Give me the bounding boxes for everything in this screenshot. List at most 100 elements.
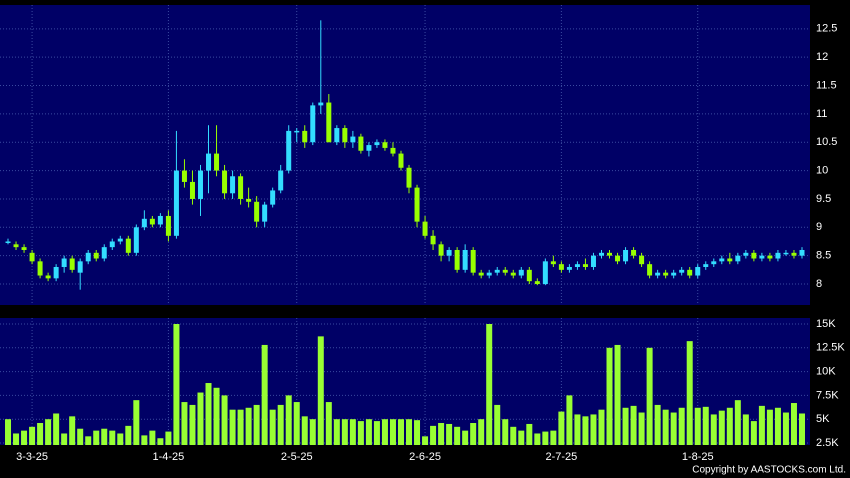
candle-body (165, 215, 171, 236)
volume-bar (325, 402, 332, 445)
candle-body (631, 249, 637, 256)
candle-body (93, 252, 99, 259)
volume-bar (638, 412, 645, 445)
x-tick-label: 2-7-25 (545, 451, 577, 463)
price-panel (0, 5, 810, 305)
volume-bar (750, 421, 757, 445)
candle-body (775, 252, 781, 259)
candle-body (799, 249, 805, 256)
candle-body (310, 105, 316, 143)
volume-bar (406, 419, 413, 445)
candle-body (230, 176, 236, 194)
volume-bar (494, 404, 501, 445)
volume-bar (574, 414, 581, 445)
volume-bar (133, 400, 140, 445)
volume-bar (117, 433, 124, 445)
volume-bar (646, 347, 653, 445)
candle-body (141, 218, 147, 228)
candle-body (711, 261, 717, 265)
volume-tick-label: 2.5K (816, 437, 839, 449)
candle-body (582, 264, 588, 268)
volume-bar (510, 426, 517, 445)
candle-body (751, 252, 757, 259)
volume-bar (317, 336, 324, 445)
candle-body (262, 204, 268, 222)
candle-body (518, 269, 524, 276)
candle-body (45, 275, 51, 279)
candle-body (326, 102, 332, 143)
candle-body (214, 153, 220, 171)
candle-body (358, 136, 364, 151)
candle-body (703, 264, 709, 268)
volume-bar (454, 426, 461, 445)
y-tick-label: 12 (816, 51, 828, 63)
volume-bar (389, 419, 396, 445)
volume-bar (85, 436, 92, 445)
volume-tick-label: 12.5K (816, 342, 845, 354)
volume-tick-label: 5K (816, 413, 830, 425)
volume-bar (109, 430, 116, 445)
volume-bar (462, 430, 469, 445)
volume-bar (422, 436, 429, 445)
candle-body (206, 153, 212, 171)
candle-body (77, 261, 83, 273)
volume-bar (542, 431, 549, 445)
volume-bar (149, 430, 156, 445)
volume-bar (173, 323, 180, 445)
volume-bar (293, 402, 300, 445)
volume-bar (478, 419, 485, 445)
candle-body (350, 136, 356, 143)
candle-body (735, 255, 741, 262)
candle-body (278, 170, 284, 191)
volume-bar (694, 407, 701, 445)
volume-bar (446, 423, 453, 445)
volume-bar (69, 416, 76, 445)
volume-bar (606, 347, 613, 445)
volume-bar (189, 404, 196, 445)
volume-bar (77, 428, 84, 445)
volume-bar (141, 435, 148, 445)
y-tick-label: 9.5 (816, 193, 831, 205)
volume-bar (333, 419, 340, 445)
volume-bar (357, 421, 364, 445)
volume-bar (157, 438, 164, 445)
candle-body (462, 249, 468, 270)
volume-bar (277, 404, 284, 445)
candle-body (719, 258, 725, 262)
x-tick-label: 2-5-25 (281, 451, 313, 463)
candle-body (422, 221, 428, 236)
candle-body (446, 249, 452, 256)
candle-body (173, 170, 179, 236)
volume-bar (470, 423, 477, 445)
x-tick-label: 3-3-25 (16, 451, 48, 463)
x-tick-label: 1-4-25 (153, 451, 185, 463)
candle-body (759, 255, 765, 259)
volume-bar (125, 425, 132, 445)
candle-body (647, 264, 653, 276)
volume-bar (29, 426, 36, 445)
candle-body (270, 190, 276, 205)
candle-body (598, 252, 604, 256)
volume-bar (61, 433, 68, 445)
candle-body (222, 170, 228, 194)
y-tick-label: 8.5 (816, 250, 831, 262)
candle-body (286, 130, 292, 171)
candle-body (69, 258, 75, 270)
volume-bar (590, 414, 597, 445)
candle-body (61, 258, 67, 268)
volume-bar (237, 409, 244, 445)
volume-bar (285, 395, 292, 445)
candle-body (157, 215, 163, 225)
x-tick-label: 2-6-25 (409, 451, 441, 463)
volume-bar (261, 344, 268, 445)
candle-body (366, 145, 372, 151)
volume-bar (654, 404, 661, 445)
volume-bar (534, 433, 541, 445)
candle-body (197, 170, 203, 199)
volume-bar (397, 419, 404, 445)
candle-body (494, 269, 500, 273)
volume-bar (774, 407, 781, 445)
volume-bar (502, 419, 509, 445)
y-tick-label: 11.5 (816, 79, 837, 91)
